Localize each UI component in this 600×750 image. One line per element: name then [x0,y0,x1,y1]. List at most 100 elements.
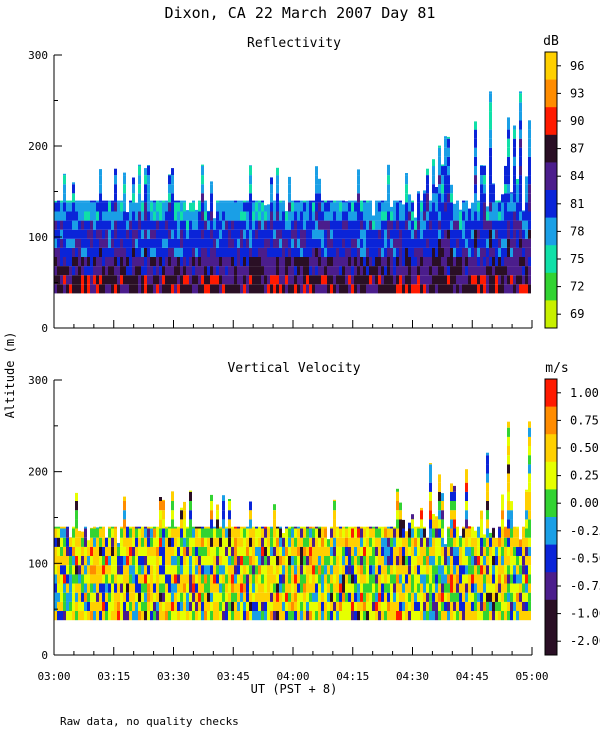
ref-heatmap-cell [255,257,258,267]
vel-heatmap-cell [411,574,414,584]
ref-heatmap-cell [114,220,117,230]
colorbar-swatch [545,79,557,108]
x-axis-label: UT (PST + 8) [251,682,338,696]
vel-heatmap-cell [522,528,525,538]
vel-heatmap-cell [87,565,90,575]
ref-heatmap-cell [321,275,324,285]
colorbar-tick-label: 0.25 [570,469,599,483]
vel-heatmap-cell [342,546,345,556]
ref-heatmap-cell [66,229,69,239]
colorbar-tick-label: 72 [570,280,584,294]
vel-heatmap-cell [297,537,300,547]
ref-heatmap-cell [525,247,528,257]
ref-heatmap-cell [156,229,159,239]
vel-heatmap-cell [135,601,138,611]
ref-heatmap-cell [354,238,357,248]
vel-heatmap-cell [528,565,531,575]
vel-heatmap-cell [510,510,513,520]
ref-heatmap-cell [459,211,462,221]
ref-heatmap-cell [444,229,447,239]
vel-heatmap-cell [75,592,78,602]
ref-heatmap-cell [189,257,192,267]
vel-heatmap-cell [108,565,111,575]
ref-heatmap-cell [72,257,75,267]
ref-heatmap-cell [468,208,471,212]
vel-heatmap-cell [255,526,258,529]
colorbar-swatch [545,627,557,656]
vel-heatmap-cell [189,565,192,575]
ref-heatmap-cell [369,284,372,294]
vel-heatmap-cell [423,528,426,538]
ref-heatmap-cell [291,247,294,257]
ref-heatmap-cell [417,238,420,248]
vel-heatmap-cell [111,574,114,584]
vel-heatmap-cell [303,601,306,611]
ref-heatmap-cell [447,175,450,185]
ref-heatmap-cell [66,275,69,285]
vel-heatmap-cell [189,501,192,511]
ref-heatmap-cell [504,284,507,294]
ref-heatmap-cell [288,202,291,212]
ref-heatmap-cell [81,238,84,248]
vel-heatmap-cell [411,537,414,547]
ref-heatmap-cell [297,202,300,212]
ref-heatmap-cell [132,266,135,276]
ref-heatmap-cell [483,266,486,276]
vel-heatmap-cell [141,611,144,621]
ref-heatmap-cell [285,266,288,276]
ref-heatmap-cell [198,275,201,285]
ref-heatmap-cell [159,284,162,294]
ref-heatmap-cell [495,211,498,221]
vel-heatmap-cell [222,556,225,566]
vel-heatmap-cell [492,537,495,547]
ref-heatmap-cell [519,275,522,285]
ref-heatmap-cell [270,275,273,285]
ref-heatmap-cell [411,284,414,294]
ref-heatmap-cell [399,275,402,285]
colorbar-swatch [545,599,557,628]
vel-heatmap-cell [201,526,204,529]
vel-heatmap-cell [456,611,459,621]
ref-heatmap-cell [180,238,183,248]
y-tick-label: 300 [28,374,48,387]
ref-heatmap-cell [414,229,417,239]
vel-heatmap-cell [513,601,516,611]
ref-heatmap-cell [357,275,360,285]
ref-heatmap-cell [180,275,183,285]
vel-heatmap-cell [54,583,57,593]
ref-heatmap-cell [351,275,354,285]
ref-heatmap-cell [306,229,309,239]
vel-heatmap-cell [420,519,423,529]
ref-heatmap-cell [516,202,519,212]
ref-heatmap-cell [237,284,240,294]
ref-heatmap-cell [108,266,111,276]
ref-heatmap-cell [300,266,303,276]
vel-heatmap-cell [57,592,60,602]
vel-heatmap-cell [171,510,174,520]
ref-heatmap-cell [321,247,324,257]
vel-heatmap-cell [321,537,324,547]
ref-heatmap-cell [195,247,198,257]
vel-heatmap-cell [456,556,459,566]
ref-heatmap-cell [420,211,423,221]
ref-heatmap-cell [381,266,384,276]
vel-heatmap-cell [201,611,204,621]
vel-heatmap-cell [165,601,168,611]
ref-heatmap-cell [528,247,531,257]
vel-heatmap-cell [516,601,519,611]
vel-heatmap-cell [222,583,225,593]
vel-heatmap-cell [141,583,144,593]
ref-heatmap-cell [189,247,192,257]
ref-heatmap-cell [360,211,363,221]
ref-heatmap-cell [366,247,369,257]
ref-heatmap-cell [444,175,447,185]
ref-heatmap-cell [135,247,138,257]
vel-heatmap-cell [312,583,315,593]
vel-heatmap-cell [396,611,399,621]
ref-heatmap-cell [405,229,408,239]
vel-heatmap-cell [387,537,390,547]
vel-heatmap-cell [507,464,510,474]
ref-heatmap-cell [246,275,249,285]
vel-heatmap-cell [354,556,357,566]
ref-heatmap-cell [426,220,429,230]
